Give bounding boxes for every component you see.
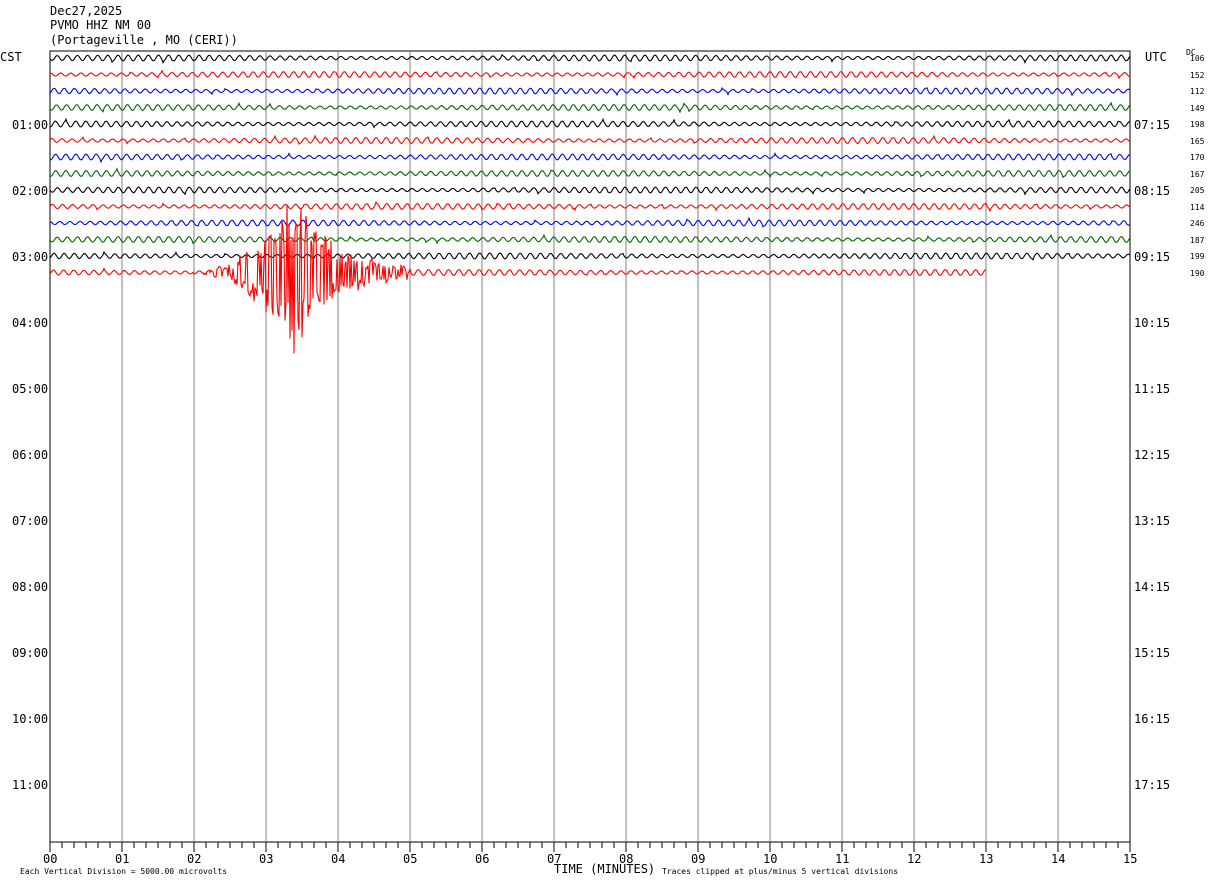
dc-value: 167 xyxy=(1190,169,1205,179)
dc-label: DC xyxy=(1186,48,1196,57)
header-station: PVMO HHZ NM 00 xyxy=(50,18,152,32)
dc-value: 205 xyxy=(1190,186,1205,195)
trace-green xyxy=(49,233,1131,245)
trace-black xyxy=(49,250,1131,261)
x-axis-label: TIME (MINUTES) xyxy=(554,862,656,876)
utc-hour-label: 12:15 xyxy=(1134,448,1171,462)
cst-hour-label: 04:00 xyxy=(12,316,49,330)
trace-black xyxy=(49,117,1131,129)
trace-red xyxy=(49,200,1131,213)
right-axis-label: UTC xyxy=(1145,50,1167,64)
dc-value: 170 xyxy=(1190,153,1205,162)
trace-green xyxy=(49,101,1131,114)
minute-tick-label: 06 xyxy=(475,852,490,866)
cst-hour-label: 05:00 xyxy=(12,382,49,396)
utc-hour-label: 16:15 xyxy=(1134,712,1171,726)
dc-value: 149 xyxy=(1190,103,1205,113)
cst-hour-label: 11:00 xyxy=(12,778,49,792)
seismic-traces xyxy=(49,53,1131,354)
cst-hour-label: 09:00 xyxy=(12,646,49,660)
utc-hour-label: 11:15 xyxy=(1134,382,1171,396)
cst-hour-label: 01:00 xyxy=(12,118,49,132)
dc-value: 114 xyxy=(1190,202,1205,212)
minute-tick-label: 02 xyxy=(187,852,202,866)
minute-tick-label: 12 xyxy=(907,852,922,866)
utc-hour-label: 08:15 xyxy=(1134,184,1171,198)
cst-hour-label: 02:00 xyxy=(12,184,49,198)
dc-value: 199 xyxy=(1190,252,1205,261)
cst-hour-label: 06:00 xyxy=(12,448,49,462)
trace-blue xyxy=(49,152,1131,164)
division-note: Each Vertical Division = 5000.00 microvo… xyxy=(20,867,228,876)
cst-hour-label: 03:00 xyxy=(12,250,49,264)
cst-hour-label: 08:00 xyxy=(12,580,49,594)
trace-blue xyxy=(49,216,1131,228)
minute-tick-label: 15 xyxy=(1123,852,1138,866)
utc-hour-label: 14:15 xyxy=(1134,580,1171,594)
utc-hour-label: 17:15 xyxy=(1134,778,1171,792)
minute-tick-label: 04 xyxy=(331,852,346,866)
dc-value: 246 xyxy=(1190,219,1205,228)
dc-value: 112 xyxy=(1190,87,1205,96)
trace-blue xyxy=(49,86,1131,97)
clip-note: Traces clipped at plus/minus 5 vertical … xyxy=(662,867,899,876)
minute-tick-label: 11 xyxy=(835,852,850,866)
header-location: (Portageville , MO (CERI)) xyxy=(50,33,238,47)
utc-hour-label: 09:15 xyxy=(1134,250,1171,264)
minute-tick-label: 10 xyxy=(763,852,778,866)
header-date: Dec27,2025 xyxy=(50,4,123,18)
left-axis-label: CST xyxy=(0,50,22,64)
utc-hour-label: 10:15 xyxy=(1134,316,1171,330)
minute-gridlines xyxy=(49,50,1131,843)
utc-hour-label: 07:15 xyxy=(1134,118,1171,132)
minute-tick-label: 13 xyxy=(979,852,994,866)
minute-tick-label: 05 xyxy=(403,852,418,866)
dc-value: 165 xyxy=(1190,136,1205,146)
minute-tick-label: 03 xyxy=(259,852,274,866)
cst-hour-label: 07:00 xyxy=(12,514,49,528)
dc-value: 198 xyxy=(1190,120,1205,129)
minute-tick-label: 09 xyxy=(691,852,706,866)
trace-red xyxy=(49,69,1131,80)
dc-value: 152 xyxy=(1190,70,1205,80)
utc-hour-label: 15:15 xyxy=(1134,646,1171,660)
dc-value: 106 xyxy=(1190,54,1205,63)
time-axis-ticks xyxy=(49,842,1131,852)
minute-tick-label: 07 xyxy=(547,852,562,866)
trace-red xyxy=(49,134,1131,145)
utc-hour-label: 13:15 xyxy=(1134,514,1171,528)
trace-red xyxy=(49,205,987,354)
minute-tick-label: 01 xyxy=(115,852,130,866)
minute-tick-label: 14 xyxy=(1051,852,1066,866)
trace-black xyxy=(49,53,1131,64)
dc-value: 187 xyxy=(1190,235,1205,245)
minute-tick-label: 08 xyxy=(619,852,634,866)
dc-value: 190 xyxy=(1190,268,1205,278)
plot-frame xyxy=(49,50,1131,843)
trace-green xyxy=(49,167,1131,179)
minute-tick-label: 00 xyxy=(43,852,58,866)
trace-black xyxy=(49,186,1131,196)
cst-hour-label: 10:00 xyxy=(12,712,49,726)
